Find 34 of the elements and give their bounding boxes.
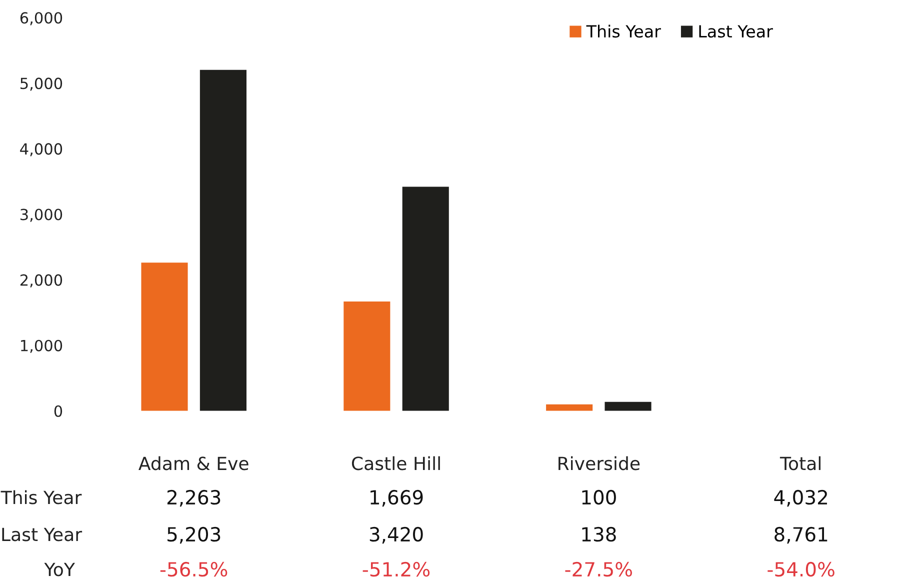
data-label: 1,669 xyxy=(370,490,423,507)
y-tick-label: 1,000 xyxy=(21,340,62,353)
bar xyxy=(141,262,188,411)
y-tick-label: 3,000 xyxy=(20,208,62,222)
bar xyxy=(546,404,593,411)
legend-label: Last Year xyxy=(699,25,773,38)
data-label: 100 xyxy=(582,490,616,505)
text: -54.0% xyxy=(768,562,834,577)
x-tick-label: Total xyxy=(780,456,820,470)
x-tick-label: Riverside xyxy=(558,456,640,470)
bar xyxy=(604,402,652,411)
text: YoY xyxy=(44,562,75,576)
text: -27.5% xyxy=(565,562,632,577)
text: This Year xyxy=(0,490,82,504)
y-tick-label: 5,000 xyxy=(20,78,62,91)
text: Last Year xyxy=(2,528,82,542)
text: 8,761 xyxy=(774,526,828,544)
y-tick-label: 2,000 xyxy=(20,274,62,288)
data-label: 5,203 xyxy=(168,526,220,544)
y-tick-label: 0 xyxy=(54,405,62,417)
legend-label: This Year xyxy=(586,24,661,38)
data-label: 138 xyxy=(582,526,616,542)
bar xyxy=(344,302,390,411)
bar xyxy=(200,70,246,411)
data-label: 2,263 xyxy=(167,490,220,507)
text: -56.5% xyxy=(160,562,228,577)
data-label: 3,420 xyxy=(370,526,423,544)
x-tick-label: Castle Hill xyxy=(352,456,440,470)
text: 4,032 xyxy=(774,490,827,507)
bar xyxy=(402,186,449,411)
x-tick-label: Adam & Eve xyxy=(138,456,248,470)
text: -51.2% xyxy=(362,562,430,577)
y-tick-label: 4,000 xyxy=(20,143,62,156)
y-tick-label: 6,000 xyxy=(20,12,62,26)
